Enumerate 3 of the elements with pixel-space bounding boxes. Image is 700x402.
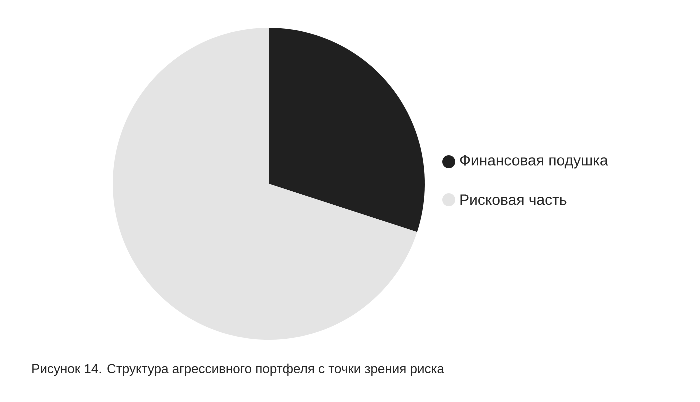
text: Рисунок 14. Структура агрессивного портфеля с точки зрения риска	[32, 364, 444, 376]
legend-label: Рисковая часть	[460, 194, 567, 206]
legend-label: Финансовая подушка	[460, 155, 608, 169]
